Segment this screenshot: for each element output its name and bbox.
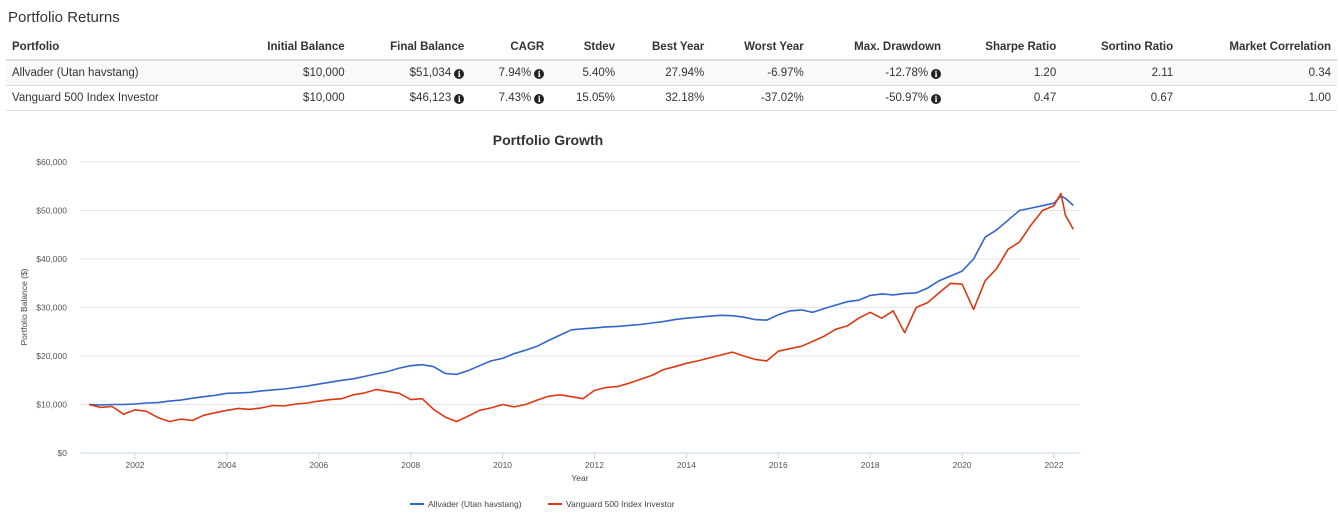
x-tick-label: 2010 xyxy=(493,460,512,470)
cell-initial-balance: $10,000 xyxy=(226,60,351,86)
info-circle-icon[interactable]: i xyxy=(454,94,465,104)
cell-sortino-ratio: 0.67 xyxy=(1062,85,1180,111)
table-row: Allvader (Utan havstang) $10,000 $51,034… xyxy=(6,60,1337,86)
y-axis-ticks: $0 $10,000 $20,000 $30,000 $40,000 $50,000 $60… xyxy=(36,157,67,458)
header-stdev: Stdev xyxy=(550,36,622,61)
header-worst-year: Worst Year xyxy=(710,36,810,61)
chart-title: Portfolio Growth xyxy=(493,132,603,148)
cell-stdev: 15.05% xyxy=(550,85,622,111)
cell-sharpe-ratio: 0.47 xyxy=(947,85,1063,111)
x-tick-label: 2012 xyxy=(585,460,604,470)
cell-stdev: 5.40% xyxy=(550,60,622,86)
info-circle-icon[interactable]: i xyxy=(534,94,545,104)
x-tick-label: 2006 xyxy=(309,460,328,470)
cagr-value: 7.43% xyxy=(498,92,532,104)
cell-max-drawdown: -12.78% i xyxy=(809,60,948,86)
cell-sharpe-ratio: 1.20 xyxy=(947,60,1063,86)
y-tick-label: $50,000 xyxy=(36,206,67,216)
cell-portfolio: Vanguard 500 Index Investor xyxy=(6,85,227,111)
header-sharpe-ratio: Sharpe Ratio xyxy=(947,36,1063,61)
cell-cagr: 7.94% i xyxy=(470,60,551,86)
y-axis-label: Portfolio Balance ($) xyxy=(19,268,29,345)
gridlines xyxy=(80,161,1080,454)
cell-initial-balance: $10,000 xyxy=(226,85,351,111)
x-tick-label: 2016 xyxy=(769,460,788,470)
series-lines xyxy=(88,192,1074,423)
cell-portfolio: Allvader (Utan havstang) xyxy=(6,60,227,86)
drawdown-value: -50.97% xyxy=(885,92,929,104)
y-tick-label: $0 xyxy=(58,448,68,458)
header-final-balance: Final Balance xyxy=(350,36,471,61)
x-tick-label: 2020 xyxy=(953,460,972,470)
info-circle-icon[interactable]: i xyxy=(454,69,465,79)
portfolio-growth-chart: Portfolio Growth $0 $10,000 $20,000 $30,000… xyxy=(19,132,1080,509)
cell-sortino-ratio: 2.11 xyxy=(1062,60,1180,86)
drawdown-value: -12.78% xyxy=(885,67,929,79)
table-header-row: Portfolio Initial Balance Final Balance … xyxy=(6,36,1337,61)
cell-worst-year: -37.02% xyxy=(710,85,810,111)
y-tick-label: $10,000 xyxy=(36,400,67,410)
cell-market-correlation: 0.34 xyxy=(1179,60,1337,86)
cell-max-drawdown: -50.97% i xyxy=(809,85,948,111)
header-sortino-ratio: Sortino Ratio xyxy=(1062,36,1180,61)
x-axis-ticks: 2002 2004 2006 2008 2010 2012 2014 2016 2018 2020… xyxy=(126,453,1064,470)
cell-final-balance: $46,123 i xyxy=(350,85,471,111)
cell-worst-year: -6.97% xyxy=(710,60,810,86)
y-tick-label: $40,000 xyxy=(36,254,67,264)
y-tick-label: $30,000 xyxy=(36,303,67,313)
legend-label-vanguard[interactable]: Vanguard 500 Index Investor xyxy=(566,499,675,509)
y-tick-label: $60,000 xyxy=(36,157,67,167)
cell-best-year: 27.94% xyxy=(621,60,711,86)
cagr-value: 7.94% xyxy=(498,67,532,79)
cell-market-correlation: 1.00 xyxy=(1179,85,1337,111)
header-max-drawdown: Max. Drawdown xyxy=(809,36,948,61)
x-tick-label: 2002 xyxy=(126,460,145,470)
header-portfolio: Portfolio xyxy=(6,36,227,61)
final-balance-value: $51,034 xyxy=(409,67,452,79)
x-tick-label: 2018 xyxy=(861,460,880,470)
x-tick-label: 2008 xyxy=(401,460,420,470)
header-market-correlation: Market Correlation xyxy=(1179,36,1337,61)
cell-final-balance: $51,034 i xyxy=(350,60,471,86)
info-circle-icon[interactable]: i xyxy=(931,69,942,79)
portfolio-returns-table: Portfolio Initial Balance Final Balance … xyxy=(6,36,1337,111)
header-cagr: CAGR xyxy=(470,36,551,61)
y-tick-label: $20,000 xyxy=(36,351,67,361)
cell-cagr: 7.43% i xyxy=(470,85,551,111)
header-best-year: Best Year xyxy=(621,36,711,61)
info-circle-icon[interactable]: i xyxy=(931,94,942,104)
legend-label-allvader[interactable]: Allvader (Utan havstang) xyxy=(428,499,522,509)
final-balance-value: $46,123 xyxy=(409,92,452,104)
info-circle-icon[interactable]: i xyxy=(534,69,545,79)
page-title: Portfolio Returns xyxy=(8,9,120,26)
series-line-vanguard[interactable] xyxy=(88,192,1074,423)
cell-best-year: 32.18% xyxy=(621,85,711,111)
header-initial-balance: Initial Balance xyxy=(226,36,351,61)
legend: Allvader (Utan havstang) Vanguard 500 In… xyxy=(410,499,675,509)
x-tick-label: 2014 xyxy=(677,460,696,470)
series-line-allvader[interactable] xyxy=(88,195,1074,406)
x-tick-label: 2004 xyxy=(217,460,236,470)
x-axis-label: Year xyxy=(571,473,588,483)
x-tick-label: 2022 xyxy=(1045,460,1064,470)
table-row: Vanguard 500 Index Investor $10,000 $46,… xyxy=(6,85,1337,111)
